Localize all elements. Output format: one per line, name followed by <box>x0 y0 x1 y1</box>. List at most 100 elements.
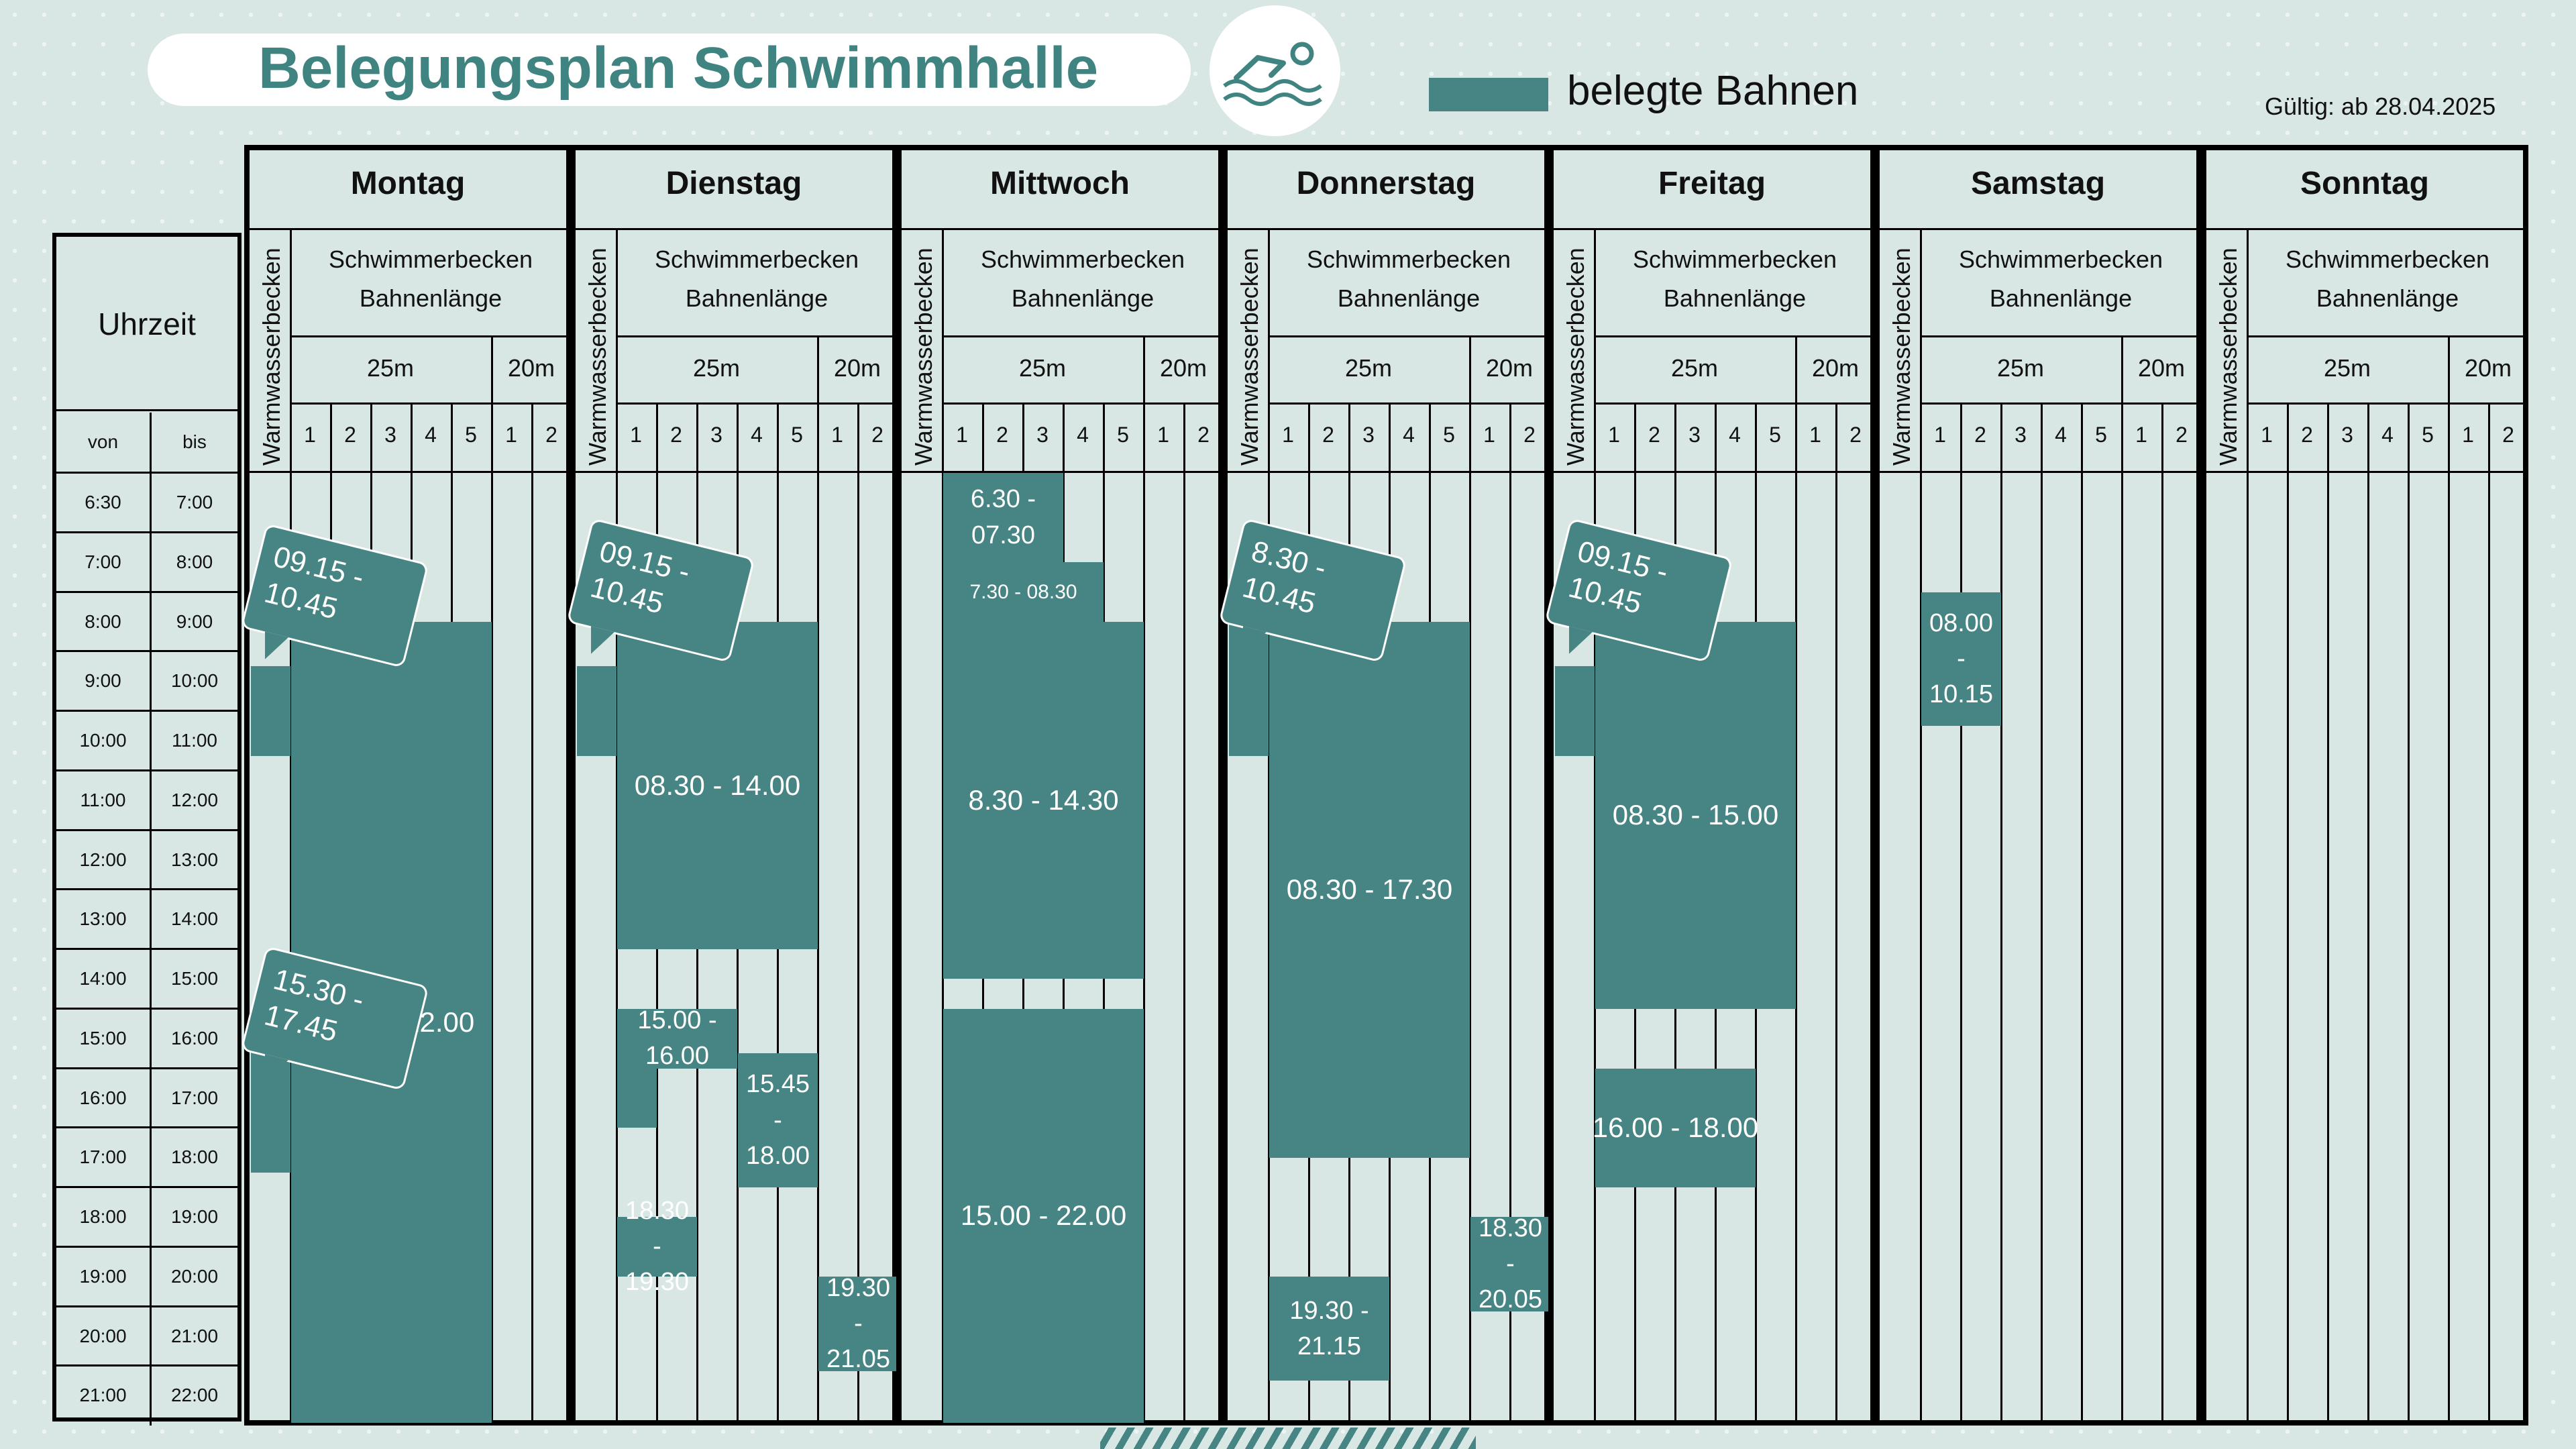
length-25m: 25m <box>1996 354 2045 382</box>
occupied-block <box>1269 1277 1389 1381</box>
warm-pool-label: Warmwasserbecken <box>1236 248 1263 466</box>
grid-line <box>1554 471 1870 473</box>
grid-line <box>616 402 892 405</box>
lane-number: 2 <box>545 423 557 447</box>
time-to: 17:00 <box>170 1087 219 1108</box>
lane-number: 1 <box>956 423 968 447</box>
warm-pool-label: Warmwasserbecken <box>1888 248 1915 466</box>
grid-line <box>290 402 566 405</box>
length-25m: 25m <box>692 354 741 382</box>
time-to: 19:00 <box>170 1206 219 1227</box>
row-divider <box>56 948 237 950</box>
block-time-text: 15.00 - 16.00 <box>637 1006 717 1071</box>
grid-line <box>2247 228 2249 1423</box>
length-20m: 20m <box>1485 354 1534 382</box>
lane-number: 5 <box>2422 423 2434 447</box>
grid-line <box>1554 228 1870 230</box>
lane-number: 4 <box>1403 423 1415 447</box>
grid-line <box>942 335 1218 337</box>
time-to: 7:00 <box>176 492 213 513</box>
occupied-block <box>1470 1217 1550 1311</box>
valid-from-date: Gültig: ab 28.04.2025 <box>2265 93 2496 120</box>
length-20m: 20m <box>507 354 555 382</box>
lane-number: 1 <box>1809 423 1821 447</box>
time-to: 9:00 <box>176 610 213 632</box>
lane-number: 2 <box>1648 423 1660 447</box>
block-time-text: 6.30 - 07.30 <box>970 485 1036 549</box>
time-to: 12:00 <box>170 789 219 810</box>
pool-label-line1: Schwimmerbecken <box>2285 246 2490 273</box>
block-time-text: 08.30 - 15.00 <box>1612 798 1779 830</box>
occupied-block <box>1921 592 2001 727</box>
grid-line <box>902 471 1218 473</box>
pool-label: Schwimmerbecken Bahnenlänge <box>1920 240 2202 317</box>
grid-line <box>616 228 618 1423</box>
time-from: 12:00 <box>56 830 152 890</box>
block-label: 7.30 - 08.30 <box>943 562 1104 622</box>
warm-pool-label: Warmwasserbecken <box>910 248 937 466</box>
grid-line <box>1880 228 2196 230</box>
grid-line <box>1183 402 1185 1423</box>
grid-line <box>2448 335 2450 1423</box>
length-25m: 25m <box>2323 354 2371 382</box>
block-time-text: 08.30 - 17.30 <box>1286 873 1453 905</box>
time-to: 13:00 <box>170 849 219 870</box>
page-title: Belegungsplan Schwimmhalle <box>258 36 1099 101</box>
grid-line <box>1835 402 1837 1423</box>
time-to: 10:00 <box>170 670 219 692</box>
day-name: Donnerstag <box>1296 166 1476 201</box>
pool-label-line1: Schwimmerbecken <box>654 246 859 273</box>
row-divider <box>56 1245 237 1248</box>
lane-number: 3 <box>1036 423 1049 447</box>
grid-line <box>1920 335 2196 337</box>
grid-line <box>2327 402 2329 1423</box>
col-from-label: von <box>56 413 152 472</box>
occupied-block <box>818 1277 898 1371</box>
lane-number: 5 <box>2095 423 2107 447</box>
block-label: 8.30 - 14.30 <box>943 622 1144 979</box>
length-25m: 25m <box>1344 354 1393 382</box>
lane-number: 1 <box>304 423 316 447</box>
row-divider <box>56 1067 237 1069</box>
lane-number: 3 <box>1362 423 1375 447</box>
time-from: 8:00 <box>56 592 152 652</box>
pool-label-line2: Bahnenlänge <box>1663 284 1807 312</box>
lane-number: 3 <box>2341 423 2353 447</box>
block-label: 08.30 - 17.30 <box>1269 622 1470 1158</box>
lane-number: 4 <box>1077 423 1089 447</box>
lane-number: 2 <box>1849 423 1862 447</box>
callout-text: 09.15 - 10.45 <box>587 535 694 621</box>
lane-number: 4 <box>425 423 437 447</box>
time-to: 14:00 <box>170 908 219 930</box>
row-divider <box>56 1186 237 1188</box>
grid-line <box>942 228 944 1423</box>
block-label: 19.30 - 21.15 <box>1269 1277 1389 1381</box>
length-20m: 20m <box>2137 354 2186 382</box>
occupied-block <box>1595 621 1796 1009</box>
time-header: Uhrzeit <box>56 237 237 411</box>
grid-line <box>2041 402 2043 1423</box>
pool-label-line2: Bahnenlänge <box>1989 284 2133 312</box>
occupied-block <box>617 621 818 949</box>
time-from: 11:00 <box>56 770 152 830</box>
grid-line <box>290 228 292 1423</box>
block-time-text: 08.00 - 10.15 <box>1929 608 1994 708</box>
pool-label: Schwimmerbecken Bahnenlänge <box>616 240 898 317</box>
time-from: 17:00 <box>56 1128 152 1187</box>
time-to: 18:00 <box>170 1146 219 1168</box>
pool-label-line1: Schwimmerbecken <box>1958 246 2163 273</box>
row-divider <box>56 472 237 474</box>
occupied-block <box>1269 621 1470 1158</box>
pool-label: Schwimmerbecken Bahnenlänge <box>1268 240 1550 317</box>
grid-line <box>1920 228 1922 1423</box>
pool-label: Schwimmerbecken Bahnenlänge <box>290 240 572 317</box>
grid-line <box>2081 402 2083 1423</box>
length-25m: 25m <box>1018 354 1067 382</box>
occupied-block <box>617 1008 737 1069</box>
grid-line <box>857 402 859 1423</box>
row-divider <box>56 710 237 712</box>
pool-label-line1: Schwimmerbecken <box>1306 246 1511 273</box>
block-label: 08.30 - 15.00 <box>1595 622 1796 1009</box>
day-column-samstag <box>1874 145 2202 1426</box>
grid-line <box>2206 228 2523 230</box>
